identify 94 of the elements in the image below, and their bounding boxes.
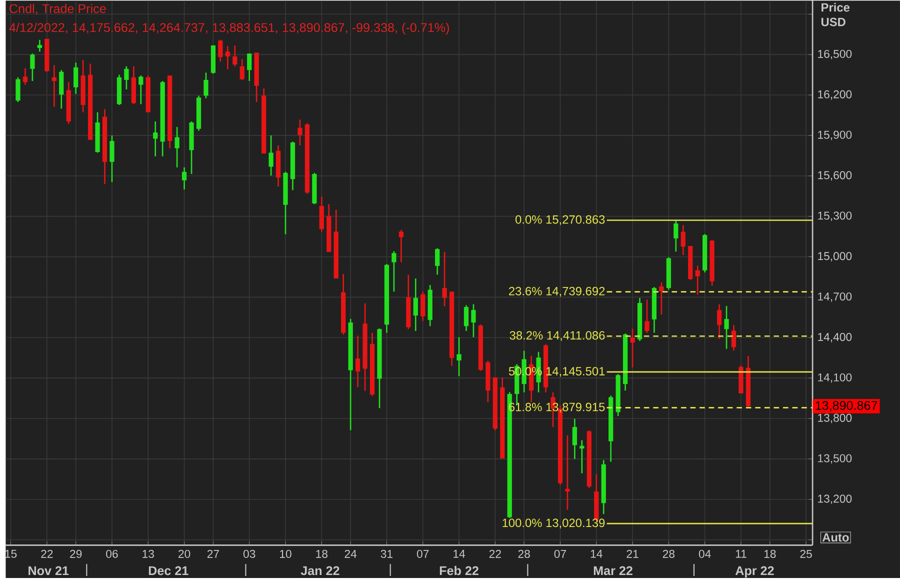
candlestick: [37, 39, 42, 52]
y-tick-label: 13,800: [818, 414, 852, 424]
y-tick-label: 14,700: [818, 292, 852, 302]
x-tick-label: 28: [518, 550, 530, 558]
candlestick: [298, 119, 302, 146]
candlestick: [247, 52, 252, 82]
candlestick: [22, 68, 28, 86]
candlestick: [580, 440, 584, 474]
text: 4/12/2022, 14,175.662, 14,264.737, 13,883.651, 13,890.867, -99.338, (-0.71%): [9, 22, 449, 34]
candlestick: [52, 64, 56, 108]
x-tick-label: 14: [454, 550, 466, 558]
y-axis-title: Price USD: [821, 2, 850, 26]
x-tick-label: 22: [41, 550, 53, 558]
y-tick-label: 16,200: [818, 90, 852, 100]
candlestick: [659, 282, 664, 316]
candlestick: [392, 250, 396, 292]
candlestick: [268, 134, 274, 176]
candlestick: [319, 196, 324, 232]
candlestick: [674, 220, 678, 252]
candlestick: [630, 328, 635, 368]
candlestick: [565, 434, 570, 510]
text: 13,890.867: [816, 401, 878, 412]
candlestick: [572, 418, 578, 460]
text: Nov 21: [28, 566, 69, 576]
y-tick-label: 16,500: [818, 50, 852, 60]
ref-line-label: 100.0% 13,020.139: [502, 518, 605, 529]
chart-title: Cndl, Trade Price: [10, 4, 106, 15]
text: Auto: [822, 533, 849, 542]
y-tick-label: 15,300: [818, 212, 852, 222]
y-tick-label: 15,600: [818, 171, 852, 181]
candlestick: [398, 229, 404, 263]
x-tick-label: 07: [554, 550, 566, 558]
candlestick: [124, 66, 129, 90]
x-tick-label: 28: [662, 550, 675, 558]
x-tick-label: 29: [70, 550, 82, 558]
candlestick: [59, 69, 64, 110]
x-tick-label: 06: [106, 550, 118, 558]
x-tick-label: 10: [280, 550, 292, 558]
candlestick: [16, 76, 20, 103]
x-tick-label: 31: [380, 550, 392, 558]
text: Feb 22: [440, 566, 478, 576]
x-tick-label: 18: [764, 550, 776, 558]
text: Dec 21: [148, 566, 188, 576]
candlestick: [153, 120, 158, 157]
candlestick: [355, 335, 360, 388]
candlestick: [644, 298, 650, 334]
candlestick: [456, 336, 462, 377]
y-tick-label: 15,000: [818, 252, 852, 262]
candlestick: [174, 126, 180, 168]
candlestick: [110, 134, 114, 183]
x-tick-label: 07: [416, 550, 429, 558]
x-tick-label: 14: [590, 550, 602, 558]
x-tick-label: 22: [489, 550, 501, 558]
y-tick-label: 14,400: [818, 332, 852, 342]
x-tick-label: 03: [243, 550, 256, 558]
y-tick-label: 14,100: [818, 373, 852, 383]
ref-line-label: 38.2% 14,411.086: [510, 331, 605, 342]
y-tick-label: 13,200: [818, 494, 852, 504]
candlestick: [30, 52, 35, 82]
candlestick: [204, 72, 208, 99]
x-tick-label: 20: [178, 550, 190, 558]
x-tick-label: 21: [626, 550, 638, 558]
ref-line-label: 0.0% 15,270.863: [516, 215, 605, 226]
candlestick: [240, 58, 244, 81]
candlestick: [442, 251, 447, 308]
candlestick: [680, 224, 686, 256]
candlestick: [225, 45, 230, 70]
candlestick: [716, 304, 722, 340]
x-tick-label: 11: [736, 550, 746, 558]
x-tick-label: 04: [698, 550, 711, 558]
text: Jan 22: [300, 566, 340, 576]
candlestick: [471, 304, 476, 338]
text: Mar 22: [594, 566, 632, 576]
candlestick: [218, 39, 223, 62]
text: Apr 22: [735, 566, 774, 578]
candlestick: [464, 304, 469, 332]
candlestick: [74, 62, 78, 95]
x-tick-label: 27: [207, 550, 219, 558]
x-tick-label: 18: [316, 550, 328, 558]
candlestick: [695, 265, 700, 296]
candlestick: [138, 74, 144, 105]
candlestick: [232, 44, 238, 67]
candlestick: [420, 290, 426, 322]
x-tick-label: 24: [344, 550, 357, 558]
candlestick: [182, 166, 187, 190]
x-tick-label: 13: [142, 550, 154, 558]
ref-line-label: 23.6% 14,739.692: [509, 286, 605, 297]
candlestick: [731, 324, 736, 352]
y-tick-label: 13,500: [818, 454, 852, 464]
x-tick-label: 25: [800, 550, 812, 558]
candlestick: [435, 248, 440, 276]
candlestick: [724, 305, 729, 350]
y-tick-label: 15,900: [818, 130, 852, 140]
candlestick: [413, 278, 418, 332]
